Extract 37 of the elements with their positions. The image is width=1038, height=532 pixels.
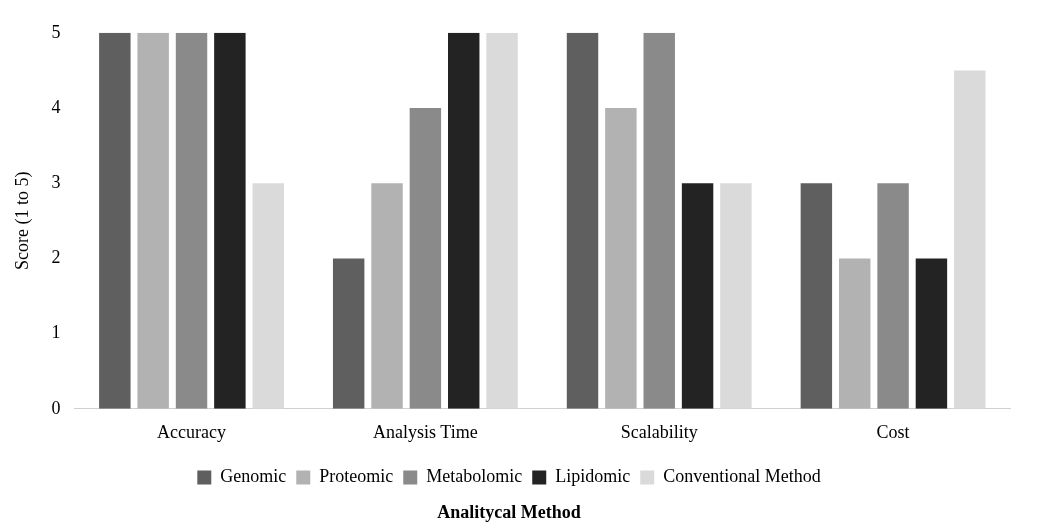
bar [214,32,246,409]
bar [175,32,208,409]
y-tick-label: 0 [51,397,61,418]
legend-label: Conventional Method [663,466,821,487]
bar [605,108,637,409]
bar [720,183,752,409]
y-axis-title: Score (1 to 5) [11,171,33,271]
legend-label: Metabolomic [426,466,523,487]
y-tick-label: 4 [51,96,61,117]
bar [800,183,833,409]
y-tick-label: 3 [51,171,61,192]
bar [643,32,675,409]
bar [877,183,909,409]
legend-label: Lipidomic [555,466,631,487]
y-tick-label: 1 [51,322,61,343]
bar [566,32,599,409]
x-axis-title: Analitycal Method [437,501,581,522]
legend-label: Genomic [220,466,287,487]
x-tick-label: Cost [876,422,910,443]
bar [409,108,442,409]
bar [915,258,948,409]
bar [137,32,169,409]
bar [332,258,365,409]
y-tick-label: 2 [51,247,61,268]
bar [448,32,480,409]
x-tick-label: Accuracy [157,422,226,443]
bar [954,70,986,409]
x-tick-label: Scalability [620,422,698,443]
bar [486,32,518,409]
bar [99,32,131,409]
legend-label: Proteomic [319,466,394,487]
y-tick-label: 5 [51,21,61,42]
bar [839,258,871,409]
x-tick-label: Analysis Time [373,422,478,443]
bar [371,183,403,409]
bar [681,183,714,409]
bar [252,183,284,409]
